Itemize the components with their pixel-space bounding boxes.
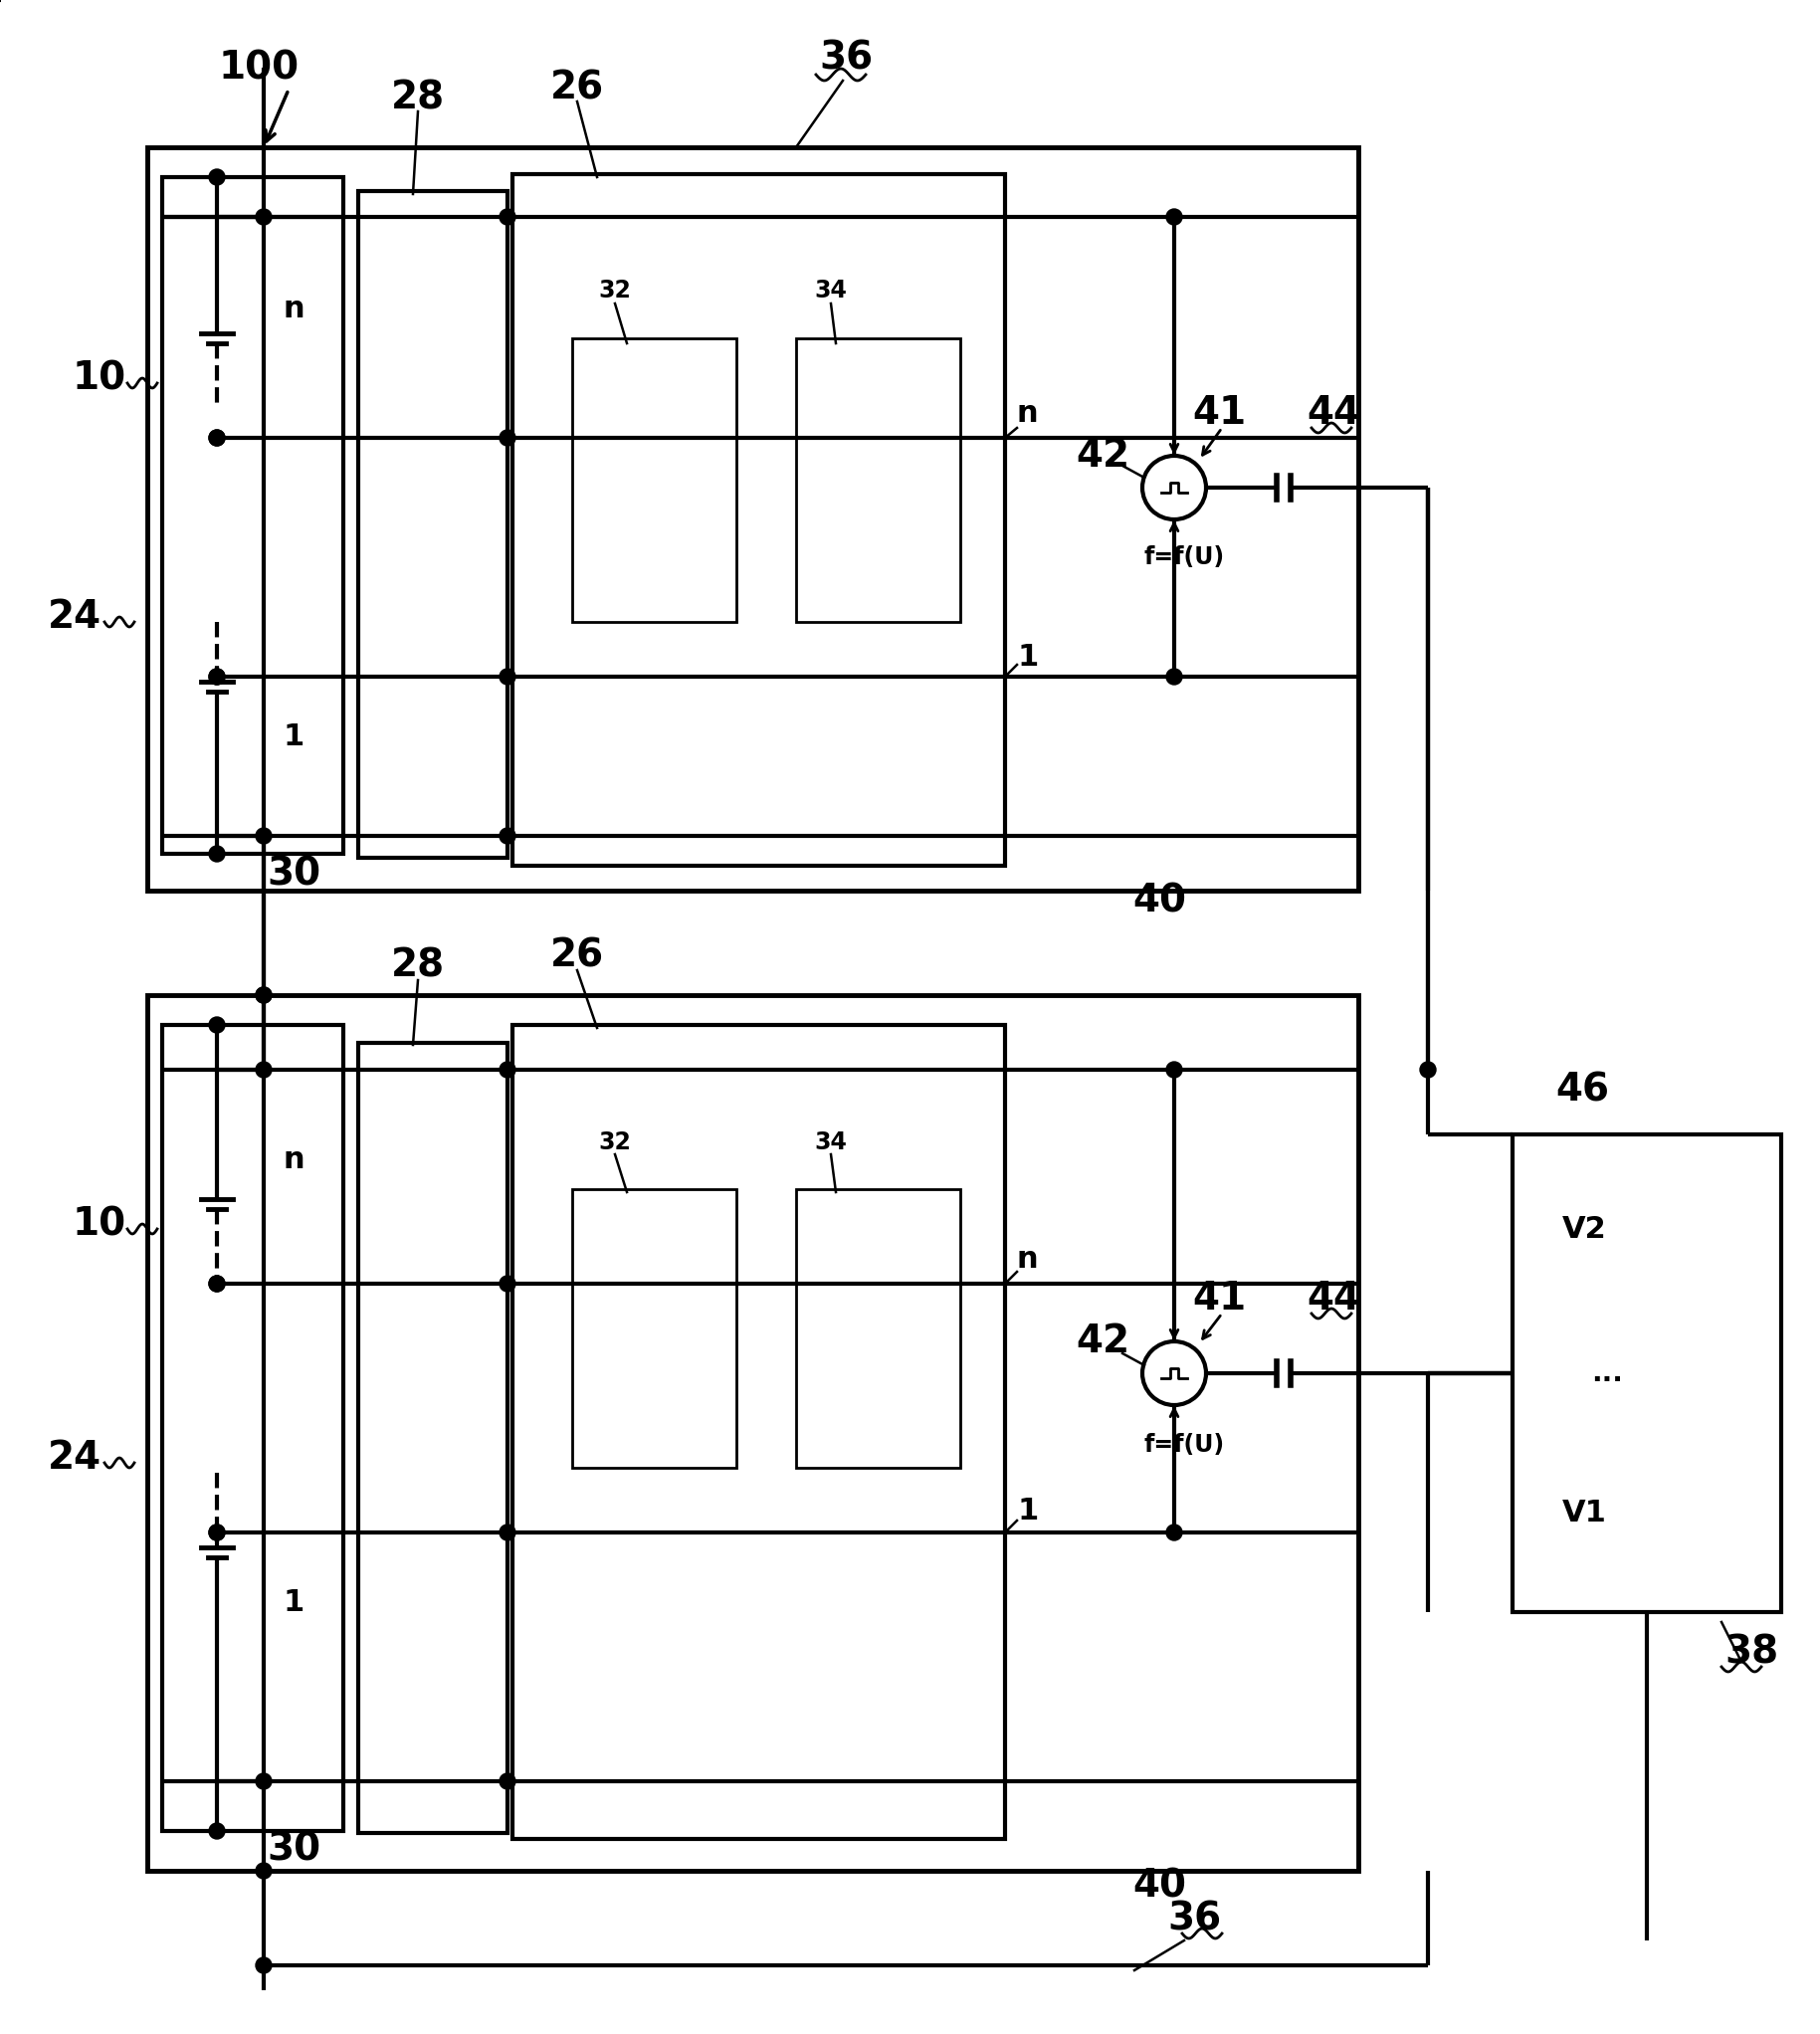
Bar <box>147 995 1358 1871</box>
Circle shape <box>499 429 515 445</box>
Bar <box>162 1025 344 1831</box>
Text: 42: 42 <box>1076 437 1130 474</box>
Text: 40: 40 <box>1132 1867 1187 1904</box>
Circle shape <box>499 828 515 844</box>
Circle shape <box>209 1526 226 1540</box>
Bar <box>147 146 1358 891</box>
Circle shape <box>209 669 226 685</box>
Text: 41: 41 <box>1192 1279 1247 1318</box>
Text: 24: 24 <box>47 1438 102 1477</box>
Circle shape <box>209 1822 226 1839</box>
Bar <box>795 338 961 622</box>
Bar <box>795 1190 961 1469</box>
Text: 1: 1 <box>282 722 304 751</box>
Text: 32: 32 <box>599 1131 632 1155</box>
Text: 1: 1 <box>1017 643 1037 671</box>
Text: n: n <box>1017 1245 1039 1273</box>
Circle shape <box>209 846 226 862</box>
Bar <box>359 191 508 858</box>
Bar <box>513 175 1005 866</box>
Bar <box>513 1025 1005 1839</box>
Text: 30: 30 <box>266 1831 320 1867</box>
Text: 46: 46 <box>1556 1070 1609 1109</box>
Bar <box>162 177 344 854</box>
Circle shape <box>257 210 271 226</box>
Circle shape <box>1167 1062 1183 1078</box>
Text: 30: 30 <box>266 854 320 893</box>
Text: 41: 41 <box>1192 395 1247 431</box>
Circle shape <box>209 1275 226 1292</box>
Bar <box>359 1043 508 1833</box>
Circle shape <box>257 1774 271 1790</box>
Circle shape <box>499 669 515 685</box>
Text: ...: ... <box>1591 1359 1623 1387</box>
Circle shape <box>209 1275 226 1292</box>
Text: 36: 36 <box>819 39 874 77</box>
Text: 34: 34 <box>815 279 848 303</box>
Text: f=f(U): f=f(U) <box>1143 545 1225 570</box>
Bar <box>571 1190 737 1469</box>
Circle shape <box>209 429 226 445</box>
Circle shape <box>1167 210 1183 226</box>
Circle shape <box>1420 1062 1436 1078</box>
Text: 10: 10 <box>73 1204 126 1243</box>
Text: 26: 26 <box>550 936 604 974</box>
Circle shape <box>209 1017 226 1033</box>
Text: 38: 38 <box>1724 1633 1778 1670</box>
Text: 10: 10 <box>73 360 126 397</box>
Circle shape <box>209 169 226 185</box>
Text: 34: 34 <box>815 1131 848 1155</box>
Text: 1: 1 <box>1017 1497 1037 1526</box>
Text: f=f(U): f=f(U) <box>1143 1434 1225 1456</box>
Text: V1: V1 <box>1562 1499 1607 1528</box>
Text: 100: 100 <box>218 49 298 87</box>
Text: n: n <box>282 295 304 323</box>
Text: 44: 44 <box>1307 1279 1360 1318</box>
Circle shape <box>257 986 271 1003</box>
Circle shape <box>499 210 515 226</box>
Circle shape <box>209 1526 226 1540</box>
Circle shape <box>257 986 271 1003</box>
Circle shape <box>257 1957 271 1973</box>
Circle shape <box>1167 669 1183 685</box>
Bar <box>1512 1135 1782 1613</box>
Text: 36: 36 <box>1167 1900 1221 1938</box>
Text: 44: 44 <box>1307 395 1360 431</box>
Text: V2: V2 <box>1562 1214 1607 1243</box>
Text: 26: 26 <box>550 69 604 106</box>
Circle shape <box>499 1275 515 1292</box>
Circle shape <box>1167 1526 1183 1540</box>
Circle shape <box>257 1863 271 1879</box>
Text: 42: 42 <box>1076 1322 1130 1361</box>
Text: 32: 32 <box>599 279 632 303</box>
Text: 28: 28 <box>391 79 444 116</box>
Text: 24: 24 <box>47 598 102 637</box>
Text: 28: 28 <box>391 946 444 984</box>
Circle shape <box>499 1526 515 1540</box>
Circle shape <box>257 828 271 844</box>
Text: 40: 40 <box>1132 881 1187 919</box>
Circle shape <box>499 1774 515 1790</box>
Circle shape <box>209 669 226 685</box>
Bar <box>571 338 737 622</box>
Text: n: n <box>282 1145 304 1174</box>
Text: 1: 1 <box>282 1589 304 1617</box>
Circle shape <box>209 429 226 445</box>
Circle shape <box>257 1062 271 1078</box>
Text: n: n <box>1017 399 1039 427</box>
Circle shape <box>499 1062 515 1078</box>
